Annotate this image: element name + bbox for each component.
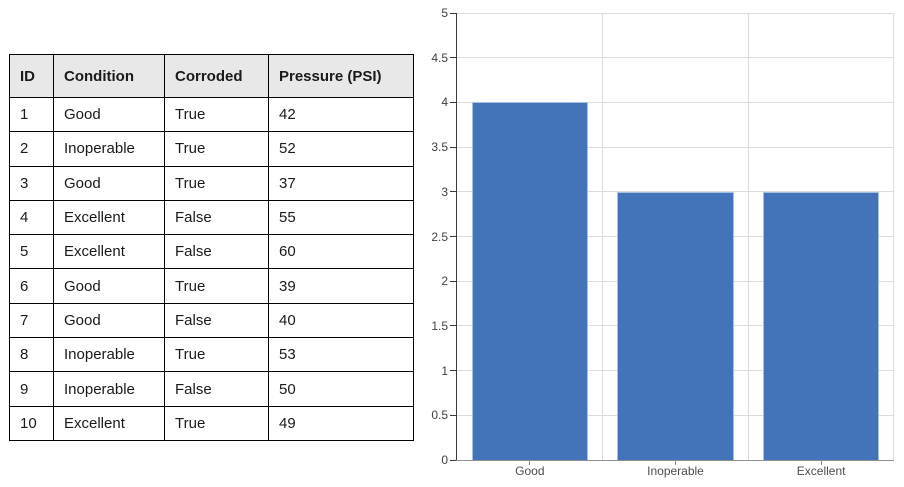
x-axis-tick <box>529 460 531 465</box>
x-axis-tick <box>675 460 676 465</box>
plot-area <box>450 12 894 465</box>
table-cell: 49 <box>268 405 414 441</box>
table-cell: False <box>164 371 269 407</box>
table-cell: Good <box>53 302 165 339</box>
y-axis-tick <box>450 57 456 59</box>
table-cell: 39 <box>268 268 414 304</box>
gridline-horizontal <box>457 57 894 59</box>
y-axis-label: 3 <box>441 184 448 199</box>
table-cell: 52 <box>268 131 414 167</box>
column-header-pressure: Pressure (PSI) <box>268 54 414 98</box>
y-axis-label: 5 <box>441 6 448 20</box>
table-cell: 7 <box>9 302 54 339</box>
table-row: 5 Excellent False 60 <box>9 234 414 270</box>
gridline-horizontal <box>457 101 894 103</box>
table-cell: 2 <box>9 131 54 167</box>
table-cell: 4 <box>9 199 54 236</box>
y-axis-tick <box>450 12 456 14</box>
table-cell: True <box>164 165 269 201</box>
table-row: 1 Good True 42 <box>9 96 414 133</box>
x-axis-line <box>455 459 894 461</box>
y-axis-label: 4.5 <box>431 50 448 65</box>
y-axis-tick <box>450 146 456 148</box>
y-axis-tick <box>450 101 456 103</box>
y-axis-label: 2 <box>441 274 448 289</box>
x-axis-label: Inoperable <box>647 464 704 478</box>
table-cell: 37 <box>268 165 414 201</box>
pipe-data-table: ID Condition Corroded Pressure (PSI) 1 Go… <box>9 54 414 441</box>
column-header-corroded: Corroded <box>164 54 269 98</box>
table-cell: Inoperable <box>53 371 165 407</box>
condition-bar-chart: 0 0.5 1 1.5 2 2.5 3 3.5 4 4.5 5 Good Inoperable Excel… <box>420 0 904 487</box>
table-cell: Inoperable <box>53 337 165 373</box>
table-cell: Inoperable <box>53 131 165 167</box>
table-cell: Good <box>53 96 165 133</box>
table-row: 8 Inoperable True 53 <box>9 337 414 373</box>
y-axis-label: 0 <box>441 453 448 467</box>
table-row: 2 Inoperable True 52 <box>9 131 414 167</box>
table-row: 6 Good True 39 <box>9 268 414 304</box>
table-cell: 1 <box>9 96 54 133</box>
table-cell: 55 <box>268 199 414 236</box>
gridline-vertical <box>602 13 604 460</box>
y-axis-tick <box>450 280 456 282</box>
table-cell: True <box>164 131 269 167</box>
gridline-vertical <box>893 13 894 460</box>
table-cell: 6 <box>9 268 54 304</box>
table-cell: Good <box>53 165 165 201</box>
column-header-id: ID <box>9 54 54 98</box>
table-cell: Good <box>53 268 165 304</box>
table-cell: True <box>164 405 269 441</box>
y-axis-tick <box>450 414 456 416</box>
y-axis-line <box>455 13 457 461</box>
table-cell: Excellent <box>53 199 165 236</box>
table-cell: True <box>164 337 269 373</box>
y-axis-label: 1.5 <box>431 318 448 333</box>
table-cell: 5 <box>9 234 54 270</box>
y-axis-label: 4 <box>441 95 448 110</box>
y-axis-label: 2.5 <box>431 229 448 244</box>
y-axis-tick <box>450 236 456 237</box>
table-row: 9 Inoperable False 50 <box>9 371 414 407</box>
gridline-horizontal <box>457 146 894 148</box>
table-cell: 3 <box>9 165 54 201</box>
table-cell: False <box>164 234 269 270</box>
table-cell: Excellent <box>53 405 165 441</box>
table-cell: 53 <box>268 337 414 373</box>
y-axis-label: 3.5 <box>431 140 448 155</box>
y-axis-label: 0.5 <box>431 408 448 423</box>
y-axis-tick <box>450 370 456 372</box>
table-cell: Excellent <box>53 234 165 270</box>
pipe-data-table-container: ID Condition Corroded Pressure (PSI) 1 Go… <box>9 54 414 441</box>
table-cell: 42 <box>268 96 414 133</box>
table-cell: 9 <box>9 371 54 407</box>
gridline-vertical <box>747 13 749 460</box>
table-cell: True <box>164 96 269 133</box>
y-axis-tick <box>450 325 456 327</box>
y-axis-tick <box>450 459 456 461</box>
table-cell: False <box>164 302 269 339</box>
y-axis-label: 1 <box>441 363 448 378</box>
table-cell: 50 <box>268 371 414 407</box>
column-header-condition: Condition <box>53 54 165 98</box>
table-row: 7 Good False 40 <box>9 302 414 339</box>
gridline-horizontal <box>457 12 894 14</box>
x-axis-label: Excellent <box>796 464 846 478</box>
x-axis-tick <box>820 460 822 465</box>
table-cell: 40 <box>268 302 414 339</box>
chart-bar <box>617 191 734 460</box>
table-row: 4 Excellent False 55 <box>9 199 414 236</box>
table-row: 10 Excellent True 49 <box>9 405 414 441</box>
x-axis-label: Good <box>515 464 545 478</box>
table-cell: False <box>164 199 269 236</box>
table-row: 3 Good True 37 <box>9 165 414 201</box>
y-axis-tick <box>450 191 456 193</box>
chart-bar <box>762 191 880 460</box>
table-cell: 8 <box>9 337 54 373</box>
table-cell: True <box>164 268 269 304</box>
table-cell: 60 <box>268 234 414 270</box>
chart-bar <box>471 102 589 460</box>
table-header-row: ID Condition Corroded Pressure (PSI) <box>9 54 414 98</box>
table-cell: 10 <box>9 405 54 441</box>
